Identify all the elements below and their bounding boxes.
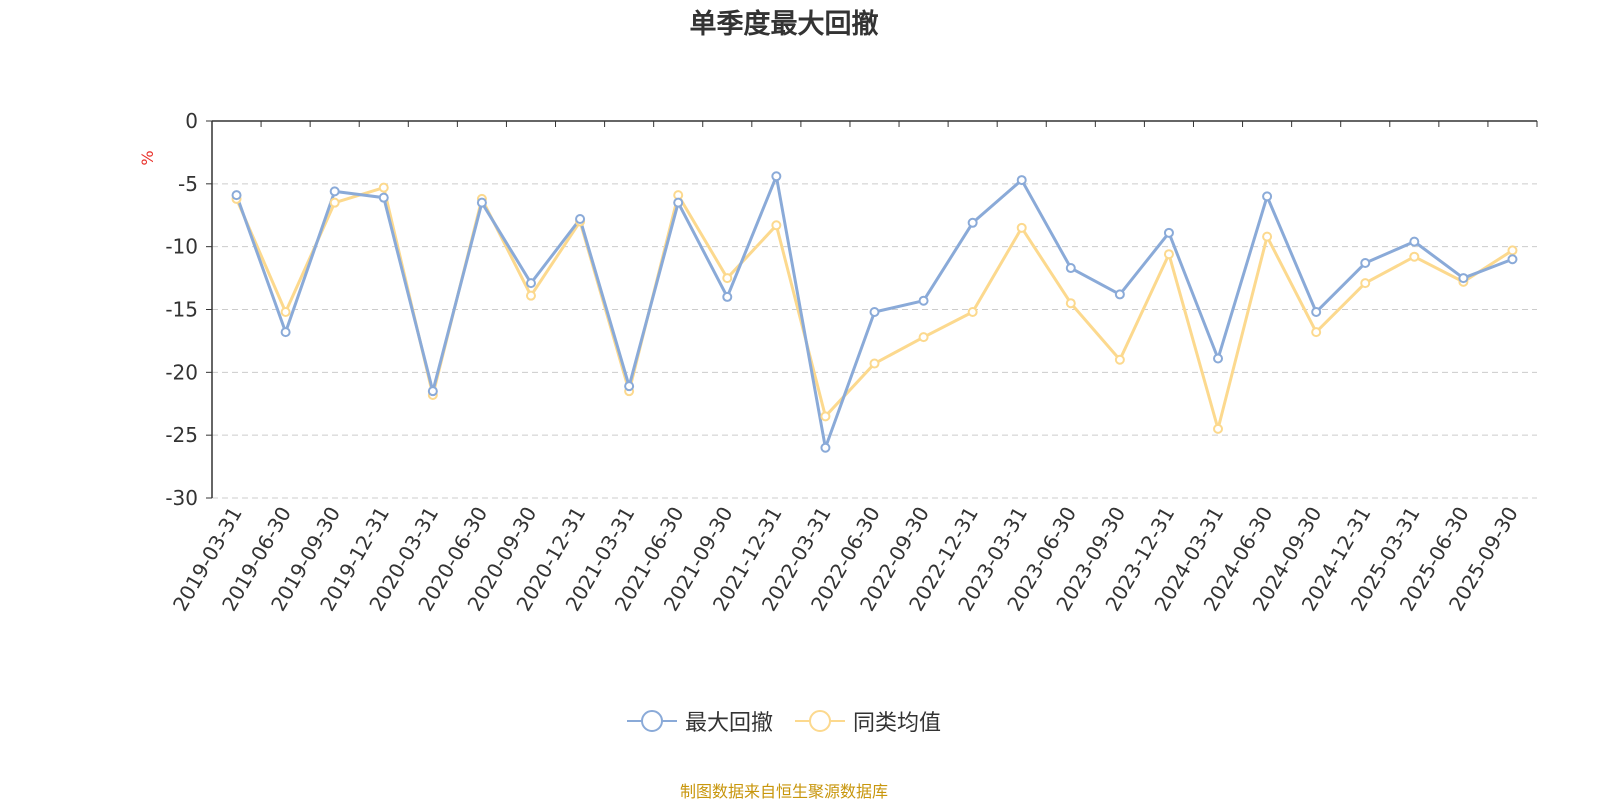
legend-item-peer-average[interactable]: 同类均值 [795,705,941,737]
legend-marker-icon [795,710,845,732]
data-point [1458,273,1469,284]
data-point [1262,231,1273,242]
data-point [624,381,635,392]
data-point [1016,222,1027,233]
data-point [329,186,340,197]
data-point [1114,289,1125,300]
data-point [1163,249,1174,260]
data-point [869,358,880,369]
data-point [1311,327,1322,338]
data-point [1507,254,1518,265]
data-point [1065,298,1076,309]
data-point [1409,236,1420,247]
legend-item-max-drawdown[interactable]: 最大回撤 [626,705,773,737]
data-point [918,332,929,343]
data-point [1262,191,1273,202]
y-tick-label: -25 [165,423,198,447]
legend-label: 最大回撤 [684,711,773,736]
y-tick-label: -30 [165,486,198,510]
data-point [476,197,487,208]
data-point [1114,354,1125,365]
legend: 最大回撤 同类均值 [0,705,1568,737]
chart-title: 单季度最大回撤 [689,9,879,40]
data-point [329,197,340,208]
axes: 0-5-10-15-20-25-302019-03-312019-06-3020… [165,109,1538,615]
data-point [820,411,831,422]
data-point [1213,353,1224,364]
data-point [378,192,389,203]
data-point [1360,278,1371,289]
data-point [231,190,242,201]
y-tick-label: -10 [165,235,198,259]
data-point [1016,175,1027,186]
data-point [967,217,978,228]
data-point [1065,263,1076,274]
grid-lines [212,183,1537,499]
data-point [722,291,733,302]
data-point [575,214,586,225]
data-point [820,442,831,453]
data-point [378,182,389,193]
series-lines [231,171,1518,453]
legend-marker-icon [626,710,677,732]
y-tick-label: -5 [178,172,198,196]
source-note: 制图数据来自恒生聚源数据库 [679,782,888,801]
data-point [771,171,782,182]
y-axis-unit-label: % [138,150,157,165]
data-point [869,307,880,318]
data-point [967,307,978,318]
data-point [722,273,733,284]
data-point [673,197,684,208]
y-tick-label: -15 [165,298,198,322]
data-point [1409,251,1420,262]
data-point [1360,258,1371,269]
data-point [525,290,536,301]
y-tick-label: 0 [185,109,198,133]
data-point [918,295,929,306]
data-point [771,220,782,231]
y-tick-label: -20 [165,360,198,384]
data-point [1213,423,1224,434]
data-point [1311,307,1322,318]
data-point [1163,227,1174,238]
data-point [525,278,536,289]
data-point [427,386,438,397]
data-point [280,307,291,318]
data-point [1507,245,1518,256]
data-point [280,327,291,338]
legend-label: 同类均值 [853,711,942,736]
